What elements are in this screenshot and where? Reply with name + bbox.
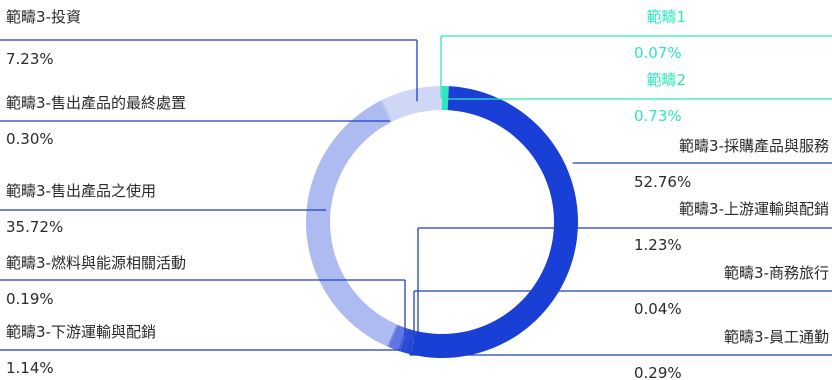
slice-0-name-label: 範疇1 <box>646 8 686 26</box>
slice-10-arc <box>382 86 442 122</box>
slice-10-value-label: 7.23% <box>6 50 54 68</box>
slice-6-arc <box>388 324 406 351</box>
slice-1-value-label: 0.73% <box>634 107 682 125</box>
slice-5-value-label: 0.29% <box>634 364 682 380</box>
slice-1-arc <box>442 86 449 111</box>
slice-2-name-label: 範疇3-採購產品與服務 <box>679 137 829 155</box>
slice-0-value-label: 0.07% <box>634 44 682 62</box>
slice-4-value-label: 0.04% <box>634 300 682 318</box>
slice-6-name-label: 範疇3-下游運輸與配銷 <box>6 323 156 341</box>
slice-9-arc <box>379 99 393 123</box>
slice-7-arc <box>387 324 398 348</box>
slice-8-arc <box>306 101 397 347</box>
slice-5-name-label: 範疇3-員工通勤 <box>724 328 829 346</box>
slice-3-name-label: 範疇3-上游運輸與配銷 <box>679 200 829 218</box>
slice-3-arc <box>400 328 417 355</box>
slice-1-name-label: 範疇2 <box>646 71 686 89</box>
slice-6-value-label: 1.14% <box>6 359 54 377</box>
slice-9-value-label: 0.30% <box>6 130 54 148</box>
slice-8-value-label: 35.72% <box>6 218 63 236</box>
slice-7-value-label: 0.19% <box>6 290 54 308</box>
slice-9-name-label: 範疇3-售出產品的最終處置 <box>6 94 186 112</box>
slice-4-name-label: 範疇3-商務旅行 <box>724 264 829 282</box>
slice-8-name-label: 範疇3-售出產品之使用 <box>6 182 156 200</box>
slice-2-value-label: 52.76% <box>634 173 691 191</box>
slice-10-name-label: 範疇3-投資 <box>6 8 81 26</box>
slice-3-value-label: 1.23% <box>634 236 682 254</box>
slice-2-arc <box>410 86 578 359</box>
slice-7-name-label: 範疇3-燃料與能源相關活動 <box>6 254 186 272</box>
